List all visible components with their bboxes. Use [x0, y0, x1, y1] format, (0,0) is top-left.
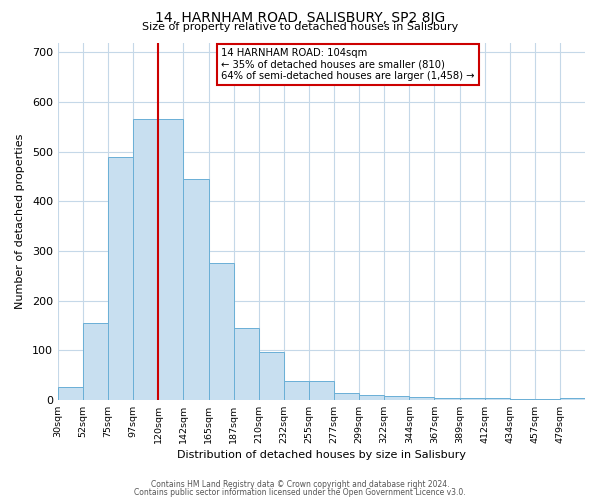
Bar [83, 323, 108, 400]
Bar [409, 398, 434, 400]
Bar [485, 398, 510, 400]
Bar [359, 395, 384, 400]
Bar [309, 382, 334, 400]
Text: Contains public sector information licensed under the Open Government Licence v3: Contains public sector information licen… [134, 488, 466, 497]
Bar [460, 398, 485, 400]
Text: 14 HARNHAM ROAD: 104sqm
← 35% of detached houses are smaller (810)
64% of semi-d: 14 HARNHAM ROAD: 104sqm ← 35% of detache… [221, 48, 475, 81]
Y-axis label: Number of detached properties: Number of detached properties [15, 134, 25, 309]
Bar [158, 120, 184, 400]
Bar [535, 399, 560, 400]
Text: 14, HARNHAM ROAD, SALISBURY, SP2 8JG: 14, HARNHAM ROAD, SALISBURY, SP2 8JG [155, 11, 445, 25]
Bar [233, 328, 259, 400]
Text: Size of property relative to detached houses in Salisbury: Size of property relative to detached ho… [142, 22, 458, 32]
Bar [209, 264, 233, 400]
X-axis label: Distribution of detached houses by size in Salisbury: Distribution of detached houses by size … [177, 450, 466, 460]
Bar [184, 179, 209, 400]
Bar [58, 388, 83, 400]
Bar [108, 156, 133, 400]
Bar [560, 398, 585, 400]
Bar [259, 352, 284, 400]
Bar [434, 398, 460, 400]
Bar [384, 396, 409, 400]
Bar [133, 120, 158, 400]
Bar [284, 382, 309, 400]
Text: Contains HM Land Registry data © Crown copyright and database right 2024.: Contains HM Land Registry data © Crown c… [151, 480, 449, 489]
Bar [334, 394, 359, 400]
Bar [510, 399, 535, 400]
